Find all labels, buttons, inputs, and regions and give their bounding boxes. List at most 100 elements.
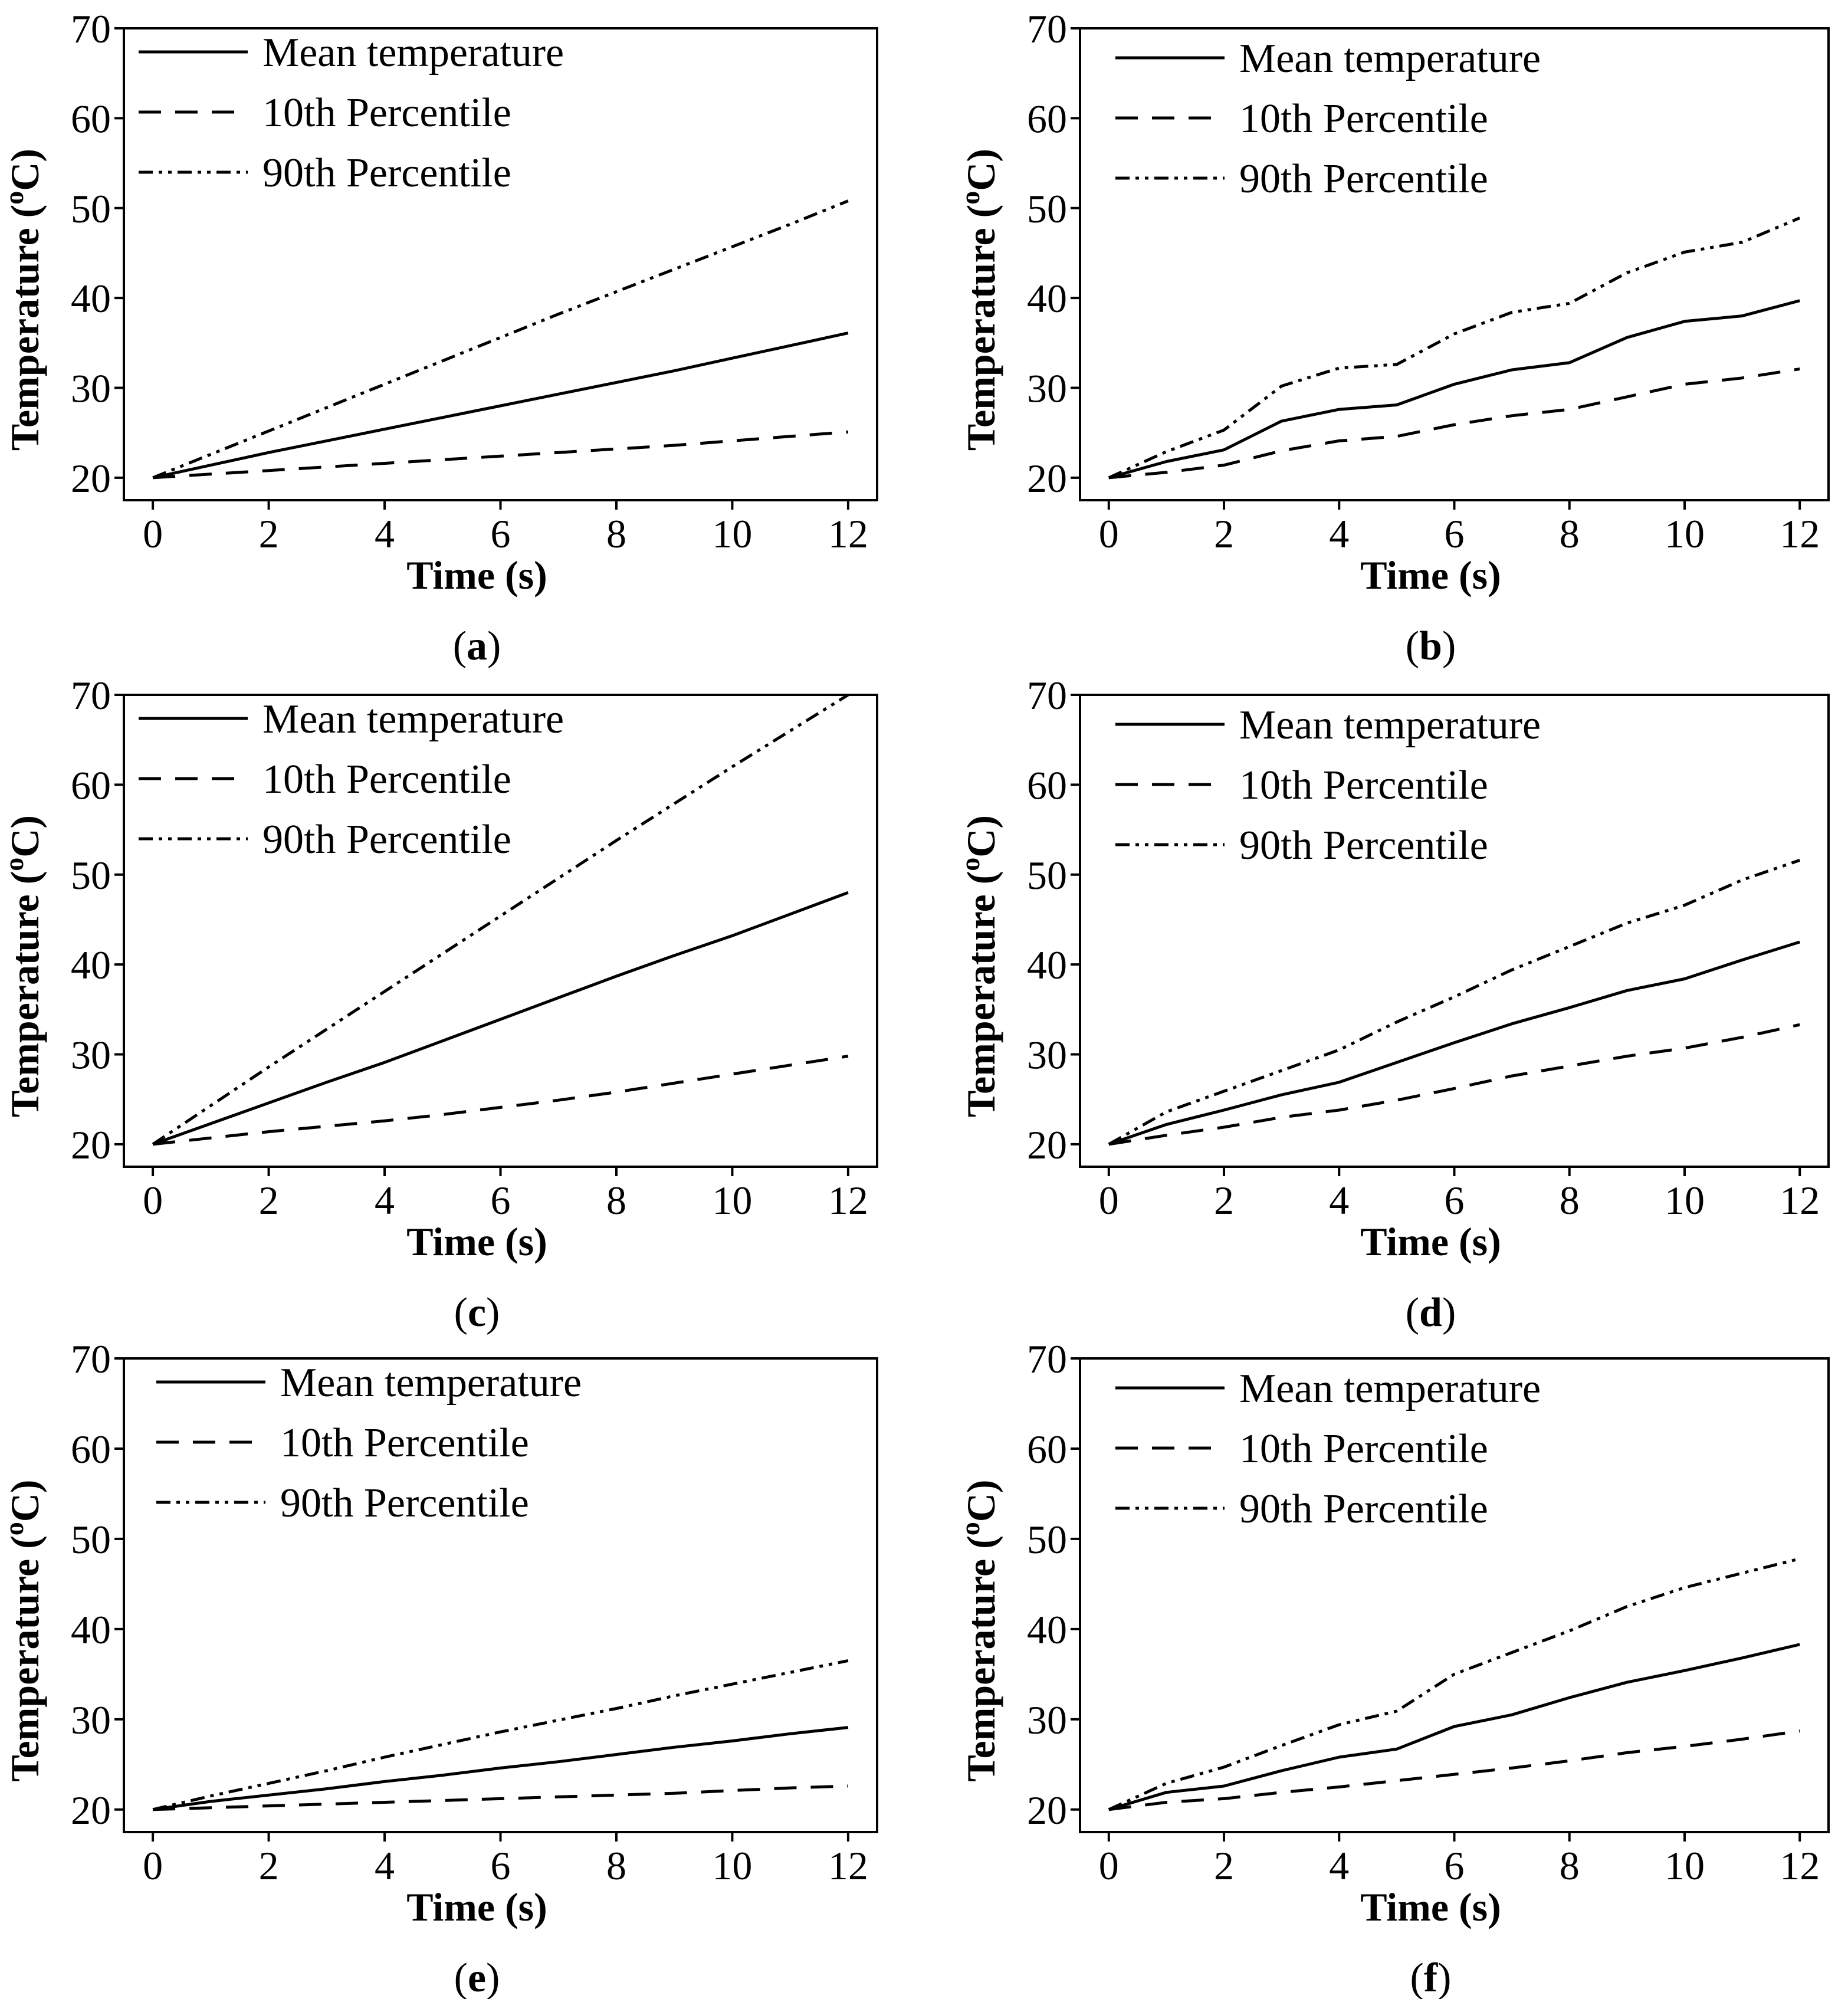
x-tick-label: 8 [1560, 1178, 1580, 1223]
x-tick-label: 12 [828, 1178, 868, 1223]
series-line-dashdotdot [152, 693, 849, 1145]
x-tick-label: 2 [259, 1178, 279, 1223]
x-tick-label: 0 [143, 511, 163, 556]
x-tick-label: 12 [828, 1843, 868, 1888]
x-tick-label: 4 [375, 511, 395, 556]
y-tick-label: 40 [1027, 276, 1067, 321]
x-tick-label: 12 [828, 511, 868, 556]
y-axis-label-degree: o [955, 1522, 985, 1535]
y-axis-label-degree: o [0, 1522, 29, 1535]
x-tick-label: 6 [1445, 1178, 1465, 1223]
series-line-dash [1108, 1729, 1800, 1811]
y-tick-label: 20 [71, 1788, 111, 1833]
x-tick-label: 2 [1214, 1843, 1234, 1888]
y-tick-label: 20 [71, 1122, 111, 1167]
series-line-dash [152, 430, 849, 480]
caption-open: ( [1410, 1955, 1424, 1999]
x-axis-label: Time (s) [1360, 1885, 1501, 1929]
y-axis-label: Temperature (oC) [955, 1479, 1003, 1781]
x-tick-label: 4 [375, 1843, 395, 1888]
x-tick-label: 10 [1665, 1178, 1705, 1223]
caption-letter: f [1424, 1955, 1438, 1999]
caption-close: ) [1437, 1955, 1451, 1999]
legend-label: 90th Percentile [262, 817, 511, 862]
legend-label: Mean temperature [1239, 703, 1541, 748]
y-axis-label-text: Temperature ( [2, 205, 47, 451]
x-tick-label: 0 [1099, 511, 1119, 556]
x-tick-label: 4 [1329, 511, 1349, 556]
x-tick-label: 10 [712, 511, 752, 556]
y-tick-label: 40 [71, 943, 111, 987]
caption-close: ) [486, 1955, 500, 1999]
caption-close: ) [486, 1290, 500, 1335]
x-tick-label: 8 [1560, 511, 1580, 556]
series-line-dash [152, 1055, 849, 1146]
legend-label: 90th Percentile [1239, 1486, 1488, 1532]
legend-label: Mean temperature [280, 1360, 582, 1406]
panel-caption: (e) [454, 1955, 500, 1999]
y-axis-label-text: Temperature ( [2, 871, 47, 1117]
caption-close: ) [1442, 1290, 1456, 1335]
legend-label: Mean temperature [1239, 36, 1541, 81]
legend: Mean temperature 10th Percentile 90th Perc… [1115, 703, 1541, 868]
y-tick-label: 60 [71, 763, 111, 808]
y-axis-label-text: Temperature ( [959, 871, 1003, 1117]
caption-close: ) [487, 623, 501, 669]
legend: Mean temperature 10th Percentile 90th Perc… [139, 30, 564, 196]
x-axis-label: Time (s) [406, 1885, 547, 1929]
y-axis-label-degree: o [0, 858, 29, 871]
y-axis-label: Temperature (oC) [0, 149, 47, 451]
legend: Mean temperature 10th Percentile 90th Perc… [156, 1360, 582, 1526]
y-axis-label-degree: o [0, 191, 29, 205]
y-tick-label: 60 [1027, 96, 1067, 141]
series-line-solid [152, 331, 849, 480]
x-axis-label: Time (s) [1360, 553, 1501, 598]
panel-caption: (a) [453, 623, 501, 669]
y-tick-label: 50 [1027, 186, 1067, 231]
legend-label: 10th Percentile [280, 1420, 529, 1466]
y-tick-label: 40 [1027, 1607, 1067, 1652]
x-tick-label: 6 [491, 1843, 511, 1888]
y-tick-label: 40 [1027, 943, 1067, 987]
x-tick-label: 8 [606, 511, 626, 556]
legend-label: Mean temperature [262, 697, 564, 742]
legend-label: 10th Percentile [1239, 96, 1488, 142]
series-line-solid [152, 891, 849, 1146]
y-tick-label: 30 [1027, 366, 1067, 411]
x-tick-label: 12 [1780, 1178, 1820, 1223]
series-line-dashdotdot [1108, 216, 1801, 480]
x-tick-label: 4 [1329, 1843, 1349, 1888]
x-tick-label: 10 [712, 1178, 752, 1223]
y-axis-label-unit: C) [959, 815, 1003, 858]
caption-letter: d [1419, 1290, 1442, 1335]
legend: Mean temperature 10th Percentile 90th Perc… [1115, 1366, 1541, 1532]
x-tick-label: 10 [712, 1843, 752, 1888]
y-tick-label: 40 [71, 1607, 111, 1652]
chart-panel-e: 0 2 4 6 8 10 12 20 30 40 50 60 70 Time (s) Temperature… [0, 1337, 878, 1999]
x-tick-label: 8 [1560, 1843, 1580, 1888]
x-tick-label: 6 [1445, 511, 1465, 556]
x-tick-label: 4 [1329, 1178, 1349, 1223]
y-axis-label-unit: C) [959, 1479, 1003, 1522]
x-tick-label: 0 [143, 1843, 163, 1888]
legend: Mean temperature 10th Percentile 90th Perc… [1115, 36, 1541, 202]
series-line-dashdotdot [152, 199, 849, 480]
caption-letter: b [1419, 623, 1442, 669]
legend-label: Mean temperature [262, 30, 564, 76]
panel-caption: (c) [454, 1290, 500, 1335]
series-line-solid [1108, 1643, 1800, 1811]
caption-letter: e [468, 1955, 486, 1999]
x-tick-label: 2 [259, 511, 279, 556]
caption-close: ) [1442, 623, 1456, 669]
x-tick-label: 0 [1099, 1178, 1119, 1223]
legend-label: 90th Percentile [280, 1481, 529, 1526]
legend-label: 10th Percentile [1239, 763, 1488, 808]
y-tick-label: 60 [1027, 1427, 1067, 1472]
series-line-dashdotdot [1108, 859, 1801, 1146]
y-tick-label: 60 [71, 1427, 111, 1472]
y-tick-label: 50 [71, 1517, 111, 1562]
chart-panel-a: 0 2 4 6 8 10 12 20 30 40 50 60 70 Time (s) Temperature… [0, 6, 878, 669]
legend-label: 90th Percentile [262, 150, 511, 196]
y-axis-label: Temperature (oC) [0, 1479, 47, 1781]
chart-panel-c: 0 2 4 6 8 10 12 20 30 40 50 60 70 Time (s) Temperature… [0, 673, 878, 1335]
